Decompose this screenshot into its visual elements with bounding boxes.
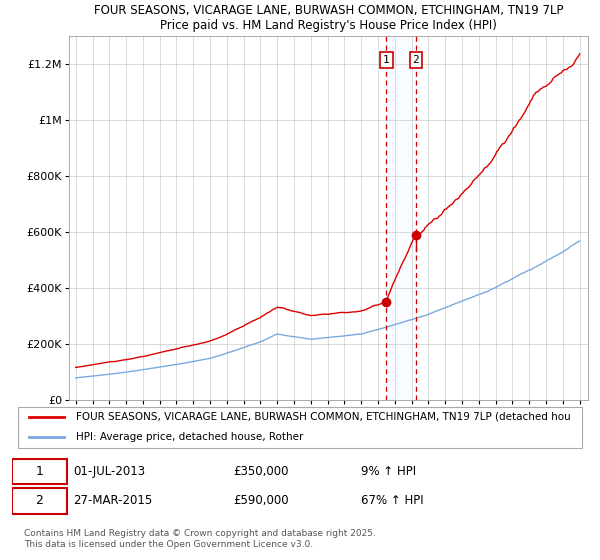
Text: HPI: Average price, detached house, Rother: HPI: Average price, detached house, Roth… (76, 432, 304, 441)
FancyBboxPatch shape (12, 488, 67, 514)
Text: 27-MAR-2015: 27-MAR-2015 (73, 494, 152, 507)
Bar (18, 407, 583, 449)
Title: FOUR SEASONS, VICARAGE LANE, BURWASH COMMON, ETCHINGHAM, TN19 7LP
Price paid vs.: FOUR SEASONS, VICARAGE LANE, BURWASH COM… (94, 4, 563, 32)
Text: 1: 1 (383, 55, 390, 65)
Text: 1: 1 (35, 465, 43, 478)
Bar (386, 36, 416, 400)
Text: FOUR SEASONS, VICARAGE LANE, BURWASH COMMON, ETCHINGHAM, TN19 7LP (detached hou: FOUR SEASONS, VICARAGE LANE, BURWASH COM… (76, 412, 571, 422)
FancyBboxPatch shape (12, 459, 67, 484)
Text: 2: 2 (412, 55, 419, 65)
Text: £590,000: £590,000 (233, 494, 289, 507)
Text: 9% ↑ HPI: 9% ↑ HPI (361, 465, 416, 478)
Text: Contains HM Land Registry data © Crown copyright and database right 2025.
This d: Contains HM Land Registry data © Crown c… (23, 529, 376, 549)
Text: 01-JUL-2013: 01-JUL-2013 (73, 465, 145, 478)
Text: 2: 2 (35, 494, 43, 507)
Text: 67% ↑ HPI: 67% ↑ HPI (361, 494, 424, 507)
Text: £350,000: £350,000 (233, 465, 289, 478)
